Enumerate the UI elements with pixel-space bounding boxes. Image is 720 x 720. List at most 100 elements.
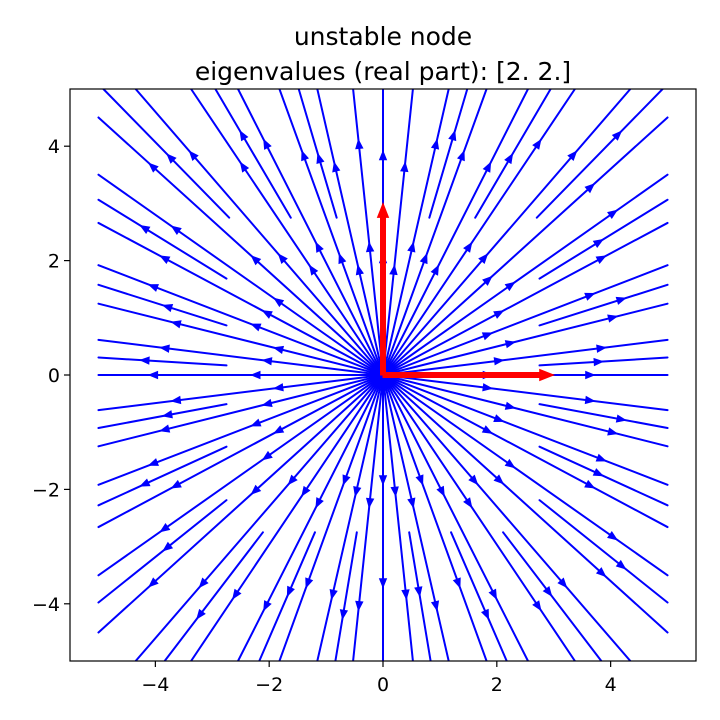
streamline-arrow <box>263 138 272 150</box>
eigenvector-arrows <box>376 202 556 382</box>
streamline-arrow <box>378 578 388 589</box>
streamline <box>538 403 669 430</box>
streamline <box>382 89 414 376</box>
streamline-arrow <box>355 264 364 276</box>
streamline-arrow <box>301 485 311 497</box>
streamline-arrow <box>430 138 440 150</box>
streamline-arrow <box>615 296 627 305</box>
streamline-arrow <box>389 264 398 276</box>
streamline-arrow <box>592 468 604 477</box>
streamline-arrow <box>493 357 505 366</box>
streamline-arrow <box>170 320 182 329</box>
streamline-arrow <box>401 589 410 601</box>
y-tick-label: 4 <box>48 136 60 158</box>
streamline-arrow <box>378 149 388 161</box>
streamline-arrow <box>239 161 250 173</box>
streamline-arrow <box>615 559 627 570</box>
streamline-arrow <box>332 161 341 173</box>
streamline-arrow <box>196 608 206 620</box>
streamline-arrow <box>147 458 159 466</box>
eigenvector-v2 <box>376 202 390 376</box>
streamline <box>428 89 469 219</box>
streamline-arrow <box>316 152 325 165</box>
streamline <box>190 374 384 661</box>
x-tick-label: 2 <box>491 674 503 696</box>
streamline-arrow <box>329 588 338 601</box>
streamline-arrow <box>463 241 473 253</box>
streamline <box>382 374 529 661</box>
streamline-arrow <box>273 297 285 308</box>
streamline-arrow <box>170 225 182 236</box>
streamline-arrow <box>478 253 489 264</box>
streamline-arrow <box>250 484 262 495</box>
streamline-arrow <box>493 474 505 485</box>
streamline-arrow <box>161 304 174 313</box>
streamline-arrow <box>436 485 445 497</box>
streamline <box>134 374 384 661</box>
chart-title-line1: unstable node <box>294 22 472 51</box>
streamline-arrow <box>482 161 492 173</box>
streamline <box>382 374 450 661</box>
streamline-arrow <box>161 410 173 419</box>
y-tick-label: 0 <box>48 365 60 387</box>
y-tick-label: −4 <box>32 594 60 616</box>
streamline-arrow <box>250 323 262 332</box>
streamline-arrow <box>378 475 388 486</box>
streamline <box>382 374 632 661</box>
streamline <box>382 173 669 376</box>
streamline-arrow <box>305 577 314 589</box>
streamline-arrow <box>339 609 349 621</box>
streamline-arrow <box>148 162 159 173</box>
streamline-arrow <box>414 586 423 598</box>
streamline-arrow <box>419 252 428 265</box>
streamline-arrow <box>595 567 607 578</box>
streamline-arrow <box>250 418 262 427</box>
x-tick-label: −2 <box>255 674 283 696</box>
streamline-arrow <box>532 600 542 612</box>
streamline-arrow <box>159 522 171 533</box>
streamline <box>382 374 669 412</box>
streamline-arrow <box>261 398 273 407</box>
streamline <box>278 374 384 661</box>
streamline-arrow <box>286 585 295 598</box>
streamline-arrow <box>493 310 505 319</box>
streamline <box>538 499 669 604</box>
streamline-arrow <box>315 241 324 253</box>
streamline-arrow <box>593 357 605 367</box>
streamline <box>382 374 669 486</box>
streamline-arrow <box>301 149 309 162</box>
streamline-arrow <box>353 485 362 498</box>
streamline-arrow <box>407 497 416 509</box>
streamline <box>334 531 358 661</box>
streamline <box>102 89 231 219</box>
streamline <box>382 374 669 529</box>
streamline-arrow <box>488 588 497 600</box>
x-axis: −4 −2 0 2 4 <box>141 661 617 696</box>
streamline-arrow <box>567 150 578 161</box>
streamline <box>535 89 664 219</box>
streamline-arrow <box>273 425 285 434</box>
streamline-arrow <box>504 152 514 165</box>
streamline <box>352 89 384 376</box>
streamline-arrow <box>159 344 170 353</box>
streamline-arrow <box>308 264 319 276</box>
streamline-arrow <box>481 425 493 434</box>
streamline-arrow <box>407 241 416 253</box>
streamline <box>163 531 264 661</box>
streamline <box>97 338 384 376</box>
streamline-arrow <box>585 370 596 380</box>
streamline-arrow <box>159 255 171 265</box>
streamline-arrow <box>147 284 159 292</box>
streamline-arrow <box>355 138 364 150</box>
streamline-arrow <box>261 310 273 319</box>
streamline-arrow <box>607 427 619 436</box>
streamline <box>97 445 228 507</box>
streamline-arrow <box>557 577 568 589</box>
streamline-arrow <box>595 255 607 265</box>
streamline <box>382 89 450 376</box>
streamline-arrow <box>584 479 596 489</box>
streamline-arrow <box>448 129 457 142</box>
x-tick-label: 0 <box>377 674 389 696</box>
streamline <box>382 116 669 376</box>
